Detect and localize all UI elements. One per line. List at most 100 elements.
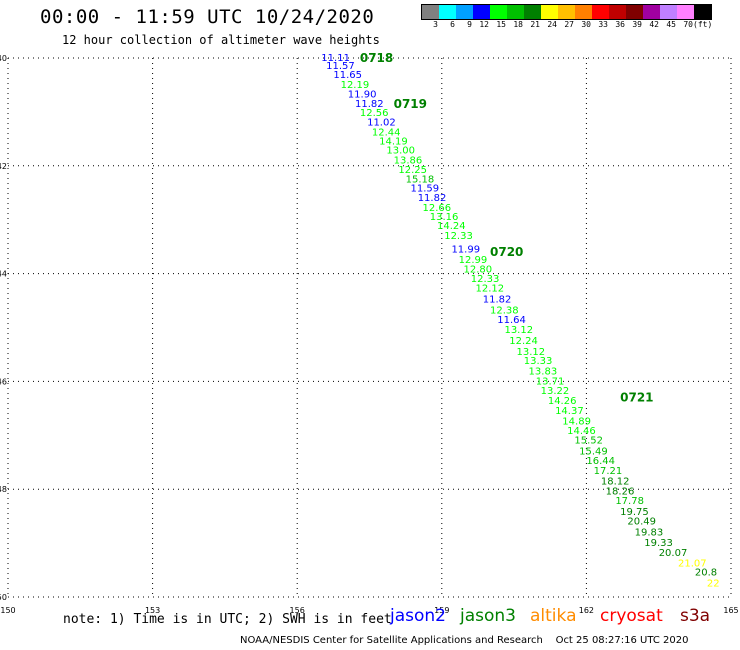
wave-height-value: 13.71: [536, 376, 565, 387]
legend-tick-label: 27: [564, 20, 574, 29]
wave-height-value: 15.18: [406, 174, 435, 185]
legend-tick-label: 18: [513, 20, 523, 29]
legend-tick-label: 9: [467, 20, 472, 29]
legend-swatch: [541, 5, 558, 19]
page-title: 00:00 - 11:59 UTC 10/24/2020: [40, 6, 375, 28]
satellite-label: s3a: [680, 606, 711, 626]
legend-swatch: [490, 5, 507, 19]
wave-height-value: 13.33: [524, 356, 553, 367]
wave-height-value: 12.66: [423, 203, 452, 214]
wave-height-value: 13.00: [386, 146, 415, 157]
wave-height-value: 13.86: [394, 155, 423, 166]
legend-tick-label: 12: [479, 20, 489, 29]
wave-height-value: 12.12: [476, 284, 505, 295]
wave-height-value: 11.90: [348, 90, 377, 101]
wave-height-value: 13.12: [504, 325, 533, 336]
wave-height-value: 19.75: [620, 507, 649, 518]
lon-tick-label: 153: [145, 606, 160, 615]
wave-height-value: 11.02: [367, 118, 396, 129]
legend-swatch: [677, 5, 694, 19]
wave-height-value: 15.52: [574, 436, 603, 447]
wave-height-value: 14.46: [567, 426, 596, 437]
legend-tick-label: 21: [530, 20, 540, 29]
legend-swatch: [558, 5, 575, 19]
legend-swatch: [524, 5, 541, 19]
wave-height-value: 11.64: [497, 315, 526, 326]
wave-height-value: 11.99: [451, 244, 480, 255]
legend-tick-label: 30: [581, 20, 591, 29]
legend-swatch: [643, 5, 660, 19]
wave-height-value: 11.82: [483, 294, 512, 305]
wave-height-value: 14.89: [562, 416, 591, 427]
footer-credit: NOAA/NESDIS Center for Satellite Applica…: [240, 635, 689, 646]
time-label: 0721: [620, 391, 653, 405]
wave-height-value: 14.24: [437, 221, 466, 232]
wave-height-value: 11.59: [410, 183, 439, 194]
wave-height-value: 15.49: [579, 446, 608, 457]
wave-height-value: 20.49: [627, 517, 656, 528]
lon-tick-label: 150: [0, 606, 15, 615]
legend-tick-label: 3: [433, 20, 438, 29]
wave-height-value: 12.80: [463, 264, 492, 275]
wave-height-value: 17.78: [615, 496, 644, 507]
satellite-label: cryosat: [600, 606, 663, 626]
wave-height-value: 13.12: [517, 347, 546, 358]
legend-swatch: [694, 5, 711, 19]
legend-tick-label: 45: [666, 20, 676, 29]
wave-height-value: 12.44: [372, 127, 401, 138]
lon-tick-label: 165: [723, 606, 738, 615]
lat-tick-label: -42: [0, 162, 7, 171]
wave-height-value: 11.65: [333, 70, 362, 81]
wave-height-value: 18.12: [601, 477, 630, 488]
wave-height-value: 13.22: [541, 386, 570, 397]
wave-height-value: 12.99: [459, 255, 488, 266]
wave-height-value: 19.33: [644, 538, 673, 549]
wave-height-value: 14.37: [555, 406, 584, 417]
page-subtitle: 12 hour collection of altimeter wave hei…: [62, 33, 380, 47]
lon-tick-label: 156: [290, 606, 305, 615]
legend-swatch: [439, 5, 456, 19]
wave-height-value: 13.83: [529, 367, 558, 378]
legend-swatches: [421, 4, 712, 20]
satellite-label: altika: [530, 606, 577, 626]
wave-height-value: 21.07: [678, 559, 707, 570]
legend-swatch: [592, 5, 609, 19]
lat-tick-label: -44: [0, 270, 7, 279]
legend-swatch: [626, 5, 643, 19]
lat-tick-label: -46: [0, 377, 7, 386]
legend-swatch: [507, 5, 524, 19]
wave-height-value: 22: [707, 579, 720, 590]
wave-height-value: 14.26: [548, 396, 577, 407]
wave-height-value: 11.82: [355, 99, 384, 110]
wave-height-value: 12.56: [360, 108, 389, 119]
time-label: 0718: [360, 51, 393, 65]
color-legend: 3 6 9 12 15 18 21 24 27 30 33 36 39 42 45 70 (ft): [421, 4, 712, 29]
legend-unit-label: (ft): [693, 20, 713, 29]
legend-swatch: [456, 5, 473, 19]
wave-height-value: 12.38: [490, 305, 519, 316]
wave-height-value: 14.19: [379, 137, 408, 148]
legend-tick-label: 15: [496, 20, 506, 29]
lat-tick-label: -50: [0, 593, 7, 602]
note-text: note: 1) Time is in UTC; 2) SWH is in fe…: [63, 612, 392, 627]
legend-tick-label: 36: [615, 20, 625, 29]
legend-swatch: [422, 5, 439, 19]
legend-swatch: [575, 5, 592, 19]
legend-tick-label: 39: [632, 20, 642, 29]
legend-labels: 3 6 9 12 15 18 21 24 27 30 33 36 39 42 45 70 (ft): [421, 20, 712, 29]
legend-swatch: [473, 5, 490, 19]
wave-height-value: 19.83: [635, 527, 664, 538]
wave-height-value: 18.26: [606, 486, 635, 497]
wave-height-value: 12.19: [341, 80, 370, 91]
legend-tick-label: 33: [598, 20, 608, 29]
time-label: 0720: [490, 245, 523, 259]
wave-height-value: 20.07: [659, 548, 688, 559]
legend-tick-label: 6: [450, 20, 455, 29]
satellite-label: jason2: [390, 606, 446, 626]
wave-height-value: 16.44: [586, 456, 615, 467]
wave-height-value: 13.16: [430, 212, 459, 223]
legend-tick-label: 42: [649, 20, 659, 29]
wave-height-value: 11.57: [326, 61, 355, 72]
lat-tick-label: -40: [0, 54, 7, 63]
